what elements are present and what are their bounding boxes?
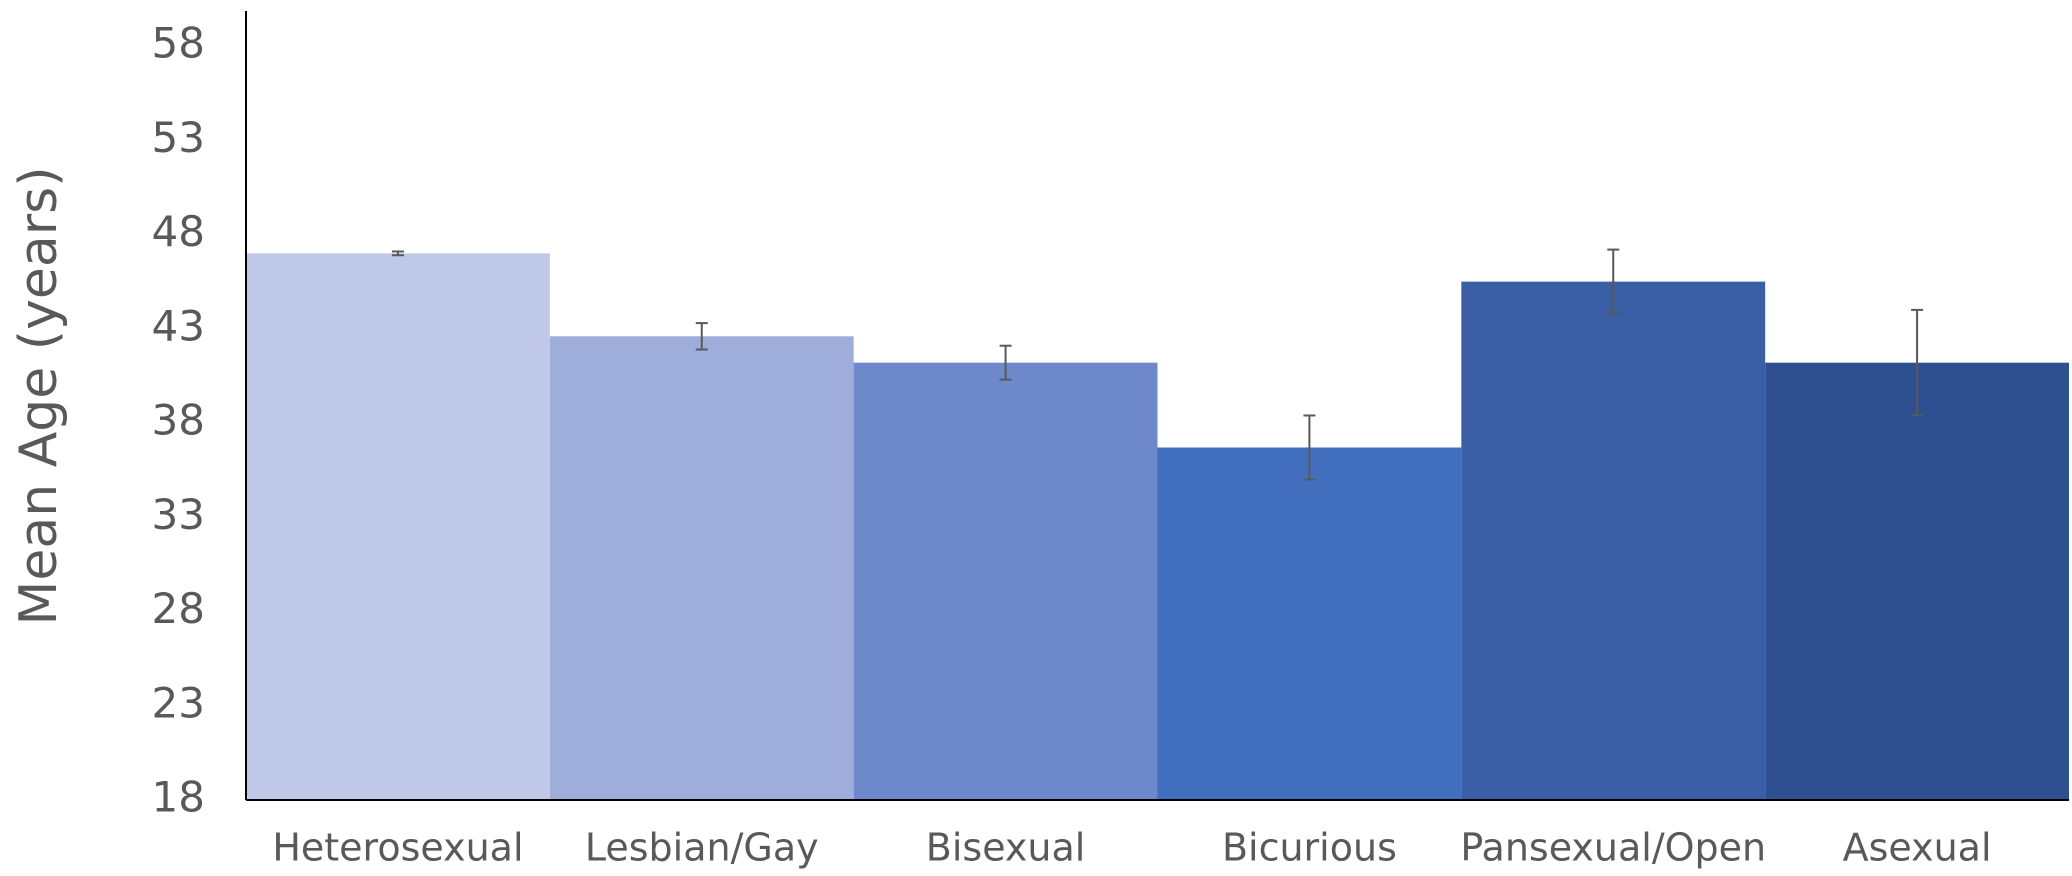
y-tick-label: 53: [152, 113, 205, 162]
y-tick-label: 33: [152, 490, 205, 539]
bar: [853, 362, 1158, 800]
x-tick-label: Pansexual/Open: [1460, 826, 1766, 870]
bar: [1461, 281, 1766, 800]
error-bar: [1607, 248, 1620, 315]
error-bar: [695, 322, 708, 351]
y-tick-label: 58: [152, 19, 205, 68]
y-tick-label: 48: [152, 207, 205, 256]
error-bar: [999, 344, 1012, 381]
x-tick-label: Heterosexual: [272, 826, 523, 870]
bar: [1765, 362, 2069, 800]
y-tick-label: 28: [152, 584, 205, 633]
y-tick-label: 23: [152, 678, 205, 727]
bar: [1157, 447, 1462, 800]
error-bar: [1303, 414, 1316, 481]
x-tick-label: Lesbian/Gay: [585, 826, 819, 870]
error-bar: [1911, 308, 1924, 417]
y-tick-label: 18: [152, 773, 205, 822]
y-tick-label: 43: [152, 301, 205, 350]
x-tick-label: Asexual: [1843, 826, 1992, 870]
error-bar: [391, 250, 404, 257]
x-tick-label: Bicurious: [1222, 826, 1397, 870]
y-tick-label: 38: [152, 396, 205, 445]
bar: [549, 336, 854, 800]
y-axis-label: Mean Age (years): [9, 167, 69, 626]
bar: [246, 253, 550, 801]
x-tick-label: Bisexual: [926, 826, 1086, 870]
